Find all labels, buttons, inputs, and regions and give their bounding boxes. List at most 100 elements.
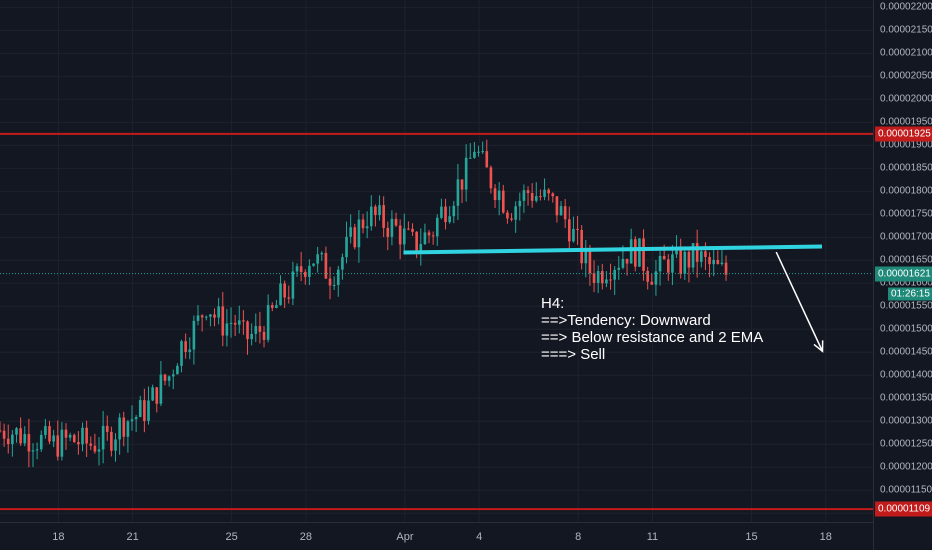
candle-body [530, 193, 534, 201]
candle-body [77, 442, 80, 445]
price-axis[interactable]: 0.00002200 0.00002150 0.00002100 0.00002050… [873, 0, 932, 550]
candle-body [576, 228, 579, 230]
candle-body [394, 218, 398, 226]
level-price-tag: 0.00001109 [875, 501, 932, 517]
x-tick-label: 11 [646, 531, 659, 543]
candle-body [341, 257, 344, 270]
candle-body [415, 231, 418, 253]
candle-body [580, 229, 583, 264]
bar-countdown: 01:26:15 [888, 287, 932, 301]
candle-body [650, 281, 654, 285]
candle-body [613, 269, 616, 280]
candle-body [658, 255, 662, 272]
candle-body [209, 314, 212, 317]
candle-body [196, 315, 200, 321]
candle-body [592, 273, 596, 283]
candle-body [93, 445, 97, 452]
candle-body [361, 219, 365, 229]
time-axis[interactable]: 18 21 25 28 Apr 4 8 11 15 18 [0, 522, 873, 550]
candle-body [130, 419, 134, 422]
candle-body [147, 400, 150, 421]
candle-body [35, 449, 39, 451]
candle-body [167, 376, 171, 381]
candle-body [720, 262, 724, 264]
candle-body [242, 320, 245, 322]
candle-body [386, 227, 390, 237]
candle-body [365, 226, 369, 229]
candle-body [501, 190, 505, 213]
candle-body [687, 251, 691, 268]
y-tick-label: 0.00001900 [880, 139, 932, 151]
candle-body [23, 434, 27, 444]
candle-body [303, 271, 307, 277]
candle-body [605, 279, 608, 284]
candle-body [229, 322, 233, 324]
candle-body [563, 206, 567, 220]
candle-body [258, 326, 262, 332]
last-price-tag: 0.00001621 [875, 266, 932, 282]
candle-body [316, 254, 319, 264]
candle-body [221, 306, 225, 336]
candle-body [679, 249, 682, 274]
candle-body [345, 236, 348, 258]
candle-body [64, 429, 68, 438]
candle-body [357, 219, 361, 248]
x-tick-label: 18 [819, 531, 832, 543]
candle-body [584, 251, 588, 264]
candle-body [489, 167, 493, 189]
candle-body [374, 206, 377, 216]
candle-body [126, 421, 130, 437]
candle-body [56, 435, 60, 457]
candle-body [431, 235, 435, 237]
candle-body [52, 435, 55, 442]
candle-body [708, 256, 711, 265]
y-tick-label: 0.00001300 [880, 415, 932, 427]
candle-body [159, 374, 163, 404]
candle-body [336, 269, 340, 285]
candle-body [200, 315, 204, 318]
candle-body [81, 427, 84, 445]
candle-body [621, 258, 625, 268]
candle-body [617, 267, 621, 270]
y-tick-label: 0.00002050 [880, 70, 932, 82]
candle-body [15, 428, 18, 435]
candle-body [287, 297, 291, 299]
candle-body [180, 341, 183, 366]
candle-body [699, 251, 703, 262]
horizontal-levels [0, 132, 873, 511]
y-tick-label: 0.00001550 [880, 300, 932, 312]
candle-body [712, 259, 715, 265]
y-tick-label: 0.00002150 [880, 24, 932, 36]
candle-body [213, 314, 216, 318]
candle-body [134, 416, 138, 420]
candle-body [353, 227, 357, 248]
candle-body [555, 196, 559, 216]
analysis-annotation: H4: ==>Tendency: Downward ==> Below resi… [541, 295, 763, 363]
y-tick-label: 0.00001150 [880, 484, 932, 496]
candle-body [246, 321, 249, 340]
candle-body [724, 262, 728, 275]
candle-body [559, 206, 563, 216]
resistance-trendline [403, 244, 823, 255]
y-tick-label: 0.00001500 [880, 323, 932, 335]
x-tick-label: 18 [52, 531, 65, 543]
candle-body [279, 283, 282, 306]
candle-body [299, 266, 303, 272]
annotation-line: ==>Tendency: Downward [541, 312, 711, 329]
y-tick-label: 0.00001250 [880, 438, 932, 450]
x-tick-label: 21 [126, 531, 139, 543]
candle-body [633, 239, 637, 267]
candle-body [225, 323, 229, 336]
candle-body [101, 425, 105, 450]
candle-body [675, 249, 678, 255]
level-price-tag: 0.00001925 [875, 126, 932, 142]
candle-body [506, 212, 509, 219]
candle-body [31, 450, 35, 452]
candle-body [485, 151, 489, 168]
candle-body [572, 228, 575, 242]
projection-arrow [775, 251, 824, 352]
price-chart-plot[interactable] [0, 0, 873, 522]
candle-body [114, 439, 117, 451]
candle-body [68, 434, 72, 438]
